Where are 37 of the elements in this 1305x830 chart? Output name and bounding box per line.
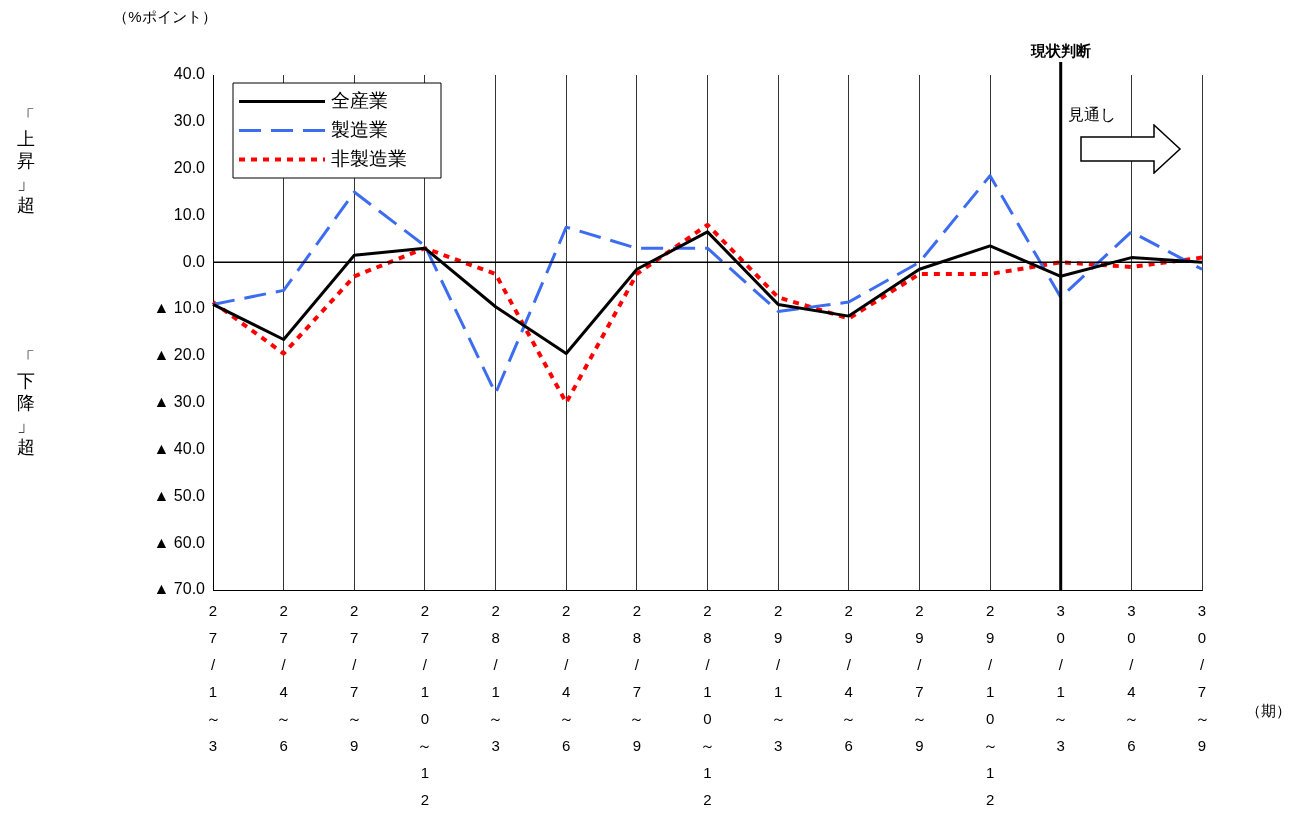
line-series: [211, 222, 1204, 405]
y-tick-label: ▲ 30.0: [153, 393, 206, 411]
legend-label: 全産業: [331, 89, 388, 111]
x-axis-title: （期）: [1245, 702, 1291, 720]
x-tick-label: 27/4～6: [276, 601, 292, 754]
y-tick-label: ▲ 40.0: [153, 439, 206, 457]
x-tick-label: 30/7～9: [1194, 601, 1210, 754]
x-tick-label: 27/7～9: [346, 601, 362, 754]
legend-label: 非製造業: [331, 147, 407, 169]
x-tick-label: 29/7～9: [911, 601, 927, 754]
y-tick-label: ▲ 20.0: [153, 346, 206, 364]
text: 「下降」超: [17, 348, 35, 457]
x-tick-label: 30/4～6: [1123, 601, 1139, 754]
y-tick-label: 10.0: [173, 205, 206, 223]
y-tick-label: 0.0: [182, 252, 206, 270]
y-tick-label: ▲ 10.0: [153, 299, 206, 317]
x-tick-label: 29/10～12: [982, 601, 998, 808]
annotation: 見通し: [1068, 106, 1116, 124]
x-tick-label: 29/4～6: [841, 601, 857, 754]
y-tick-label: ▲ 60.0: [153, 533, 206, 551]
y-tick-label: ▲ 70.0: [153, 580, 206, 598]
legend-label: 製造業: [331, 118, 388, 140]
x-tick-label: 28/1～3: [488, 601, 504, 754]
x-tick-label: 27/1～3: [205, 601, 221, 754]
y-tick-label: ▲ 50.0: [153, 486, 206, 504]
x-tick-label: 27/10～12: [417, 601, 433, 808]
x-tick-label: 28/10～12: [700, 601, 715, 808]
x-tick-label: 28/4～6: [558, 601, 574, 754]
y-axis-title: （%ポイント）: [113, 8, 217, 26]
x-tick-label: 28/7～9: [629, 601, 645, 754]
x-tick-label: 30/1～3: [1053, 601, 1069, 754]
x-tick-label: 29/1～3: [770, 601, 786, 754]
text: 「上昇」超: [17, 106, 35, 215]
y-tick-label: 30.0: [173, 112, 206, 130]
y-tick-label: 20.0: [173, 159, 206, 177]
ref-line-label: 現状判断: [1029, 41, 1091, 59]
y-tick-label: 40.0: [173, 65, 206, 83]
